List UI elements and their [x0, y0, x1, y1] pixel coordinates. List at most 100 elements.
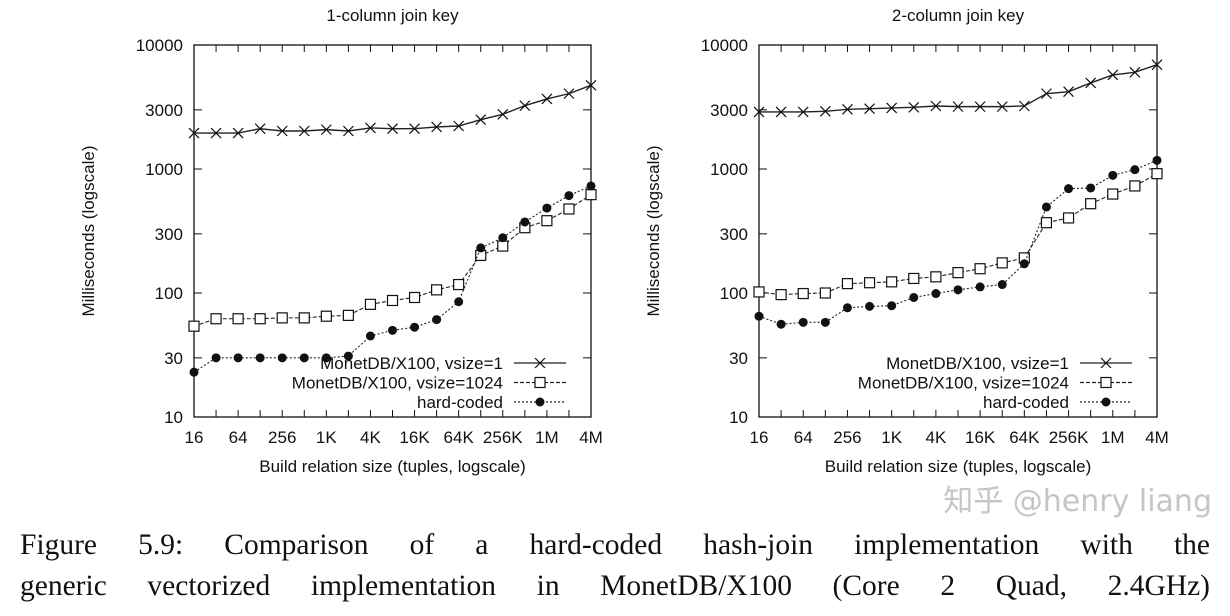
series-open-square	[753, 168, 1163, 301]
x-tick-label: 64	[229, 428, 248, 447]
data-point-circle	[410, 322, 420, 332]
x-tick-label: 16K	[965, 428, 996, 447]
data-point-circle	[476, 243, 486, 253]
data-point-square	[930, 271, 942, 283]
data-point-cross	[775, 106, 787, 118]
data-point-square	[886, 276, 898, 288]
y-tick-label: 30	[164, 349, 183, 368]
data-point-cross	[453, 120, 465, 132]
data-point-cross	[232, 127, 244, 139]
data-point-circle	[1130, 165, 1140, 175]
figure-caption: Figure 5.9: Comparison of a hard-coded h…	[20, 525, 1210, 607]
data-point-cross	[276, 125, 288, 137]
data-point-cross	[1151, 59, 1163, 71]
data-point-square	[1107, 188, 1119, 200]
data-point-cross	[585, 79, 597, 91]
data-point-circle	[776, 319, 786, 329]
y-tick-label: 1000	[145, 160, 183, 179]
data-point-circle	[520, 217, 530, 227]
data-point-cross	[797, 106, 809, 118]
data-point-cross	[497, 108, 509, 120]
data-point-square	[863, 277, 876, 289]
data-point-cross	[519, 100, 531, 112]
data-point-square	[996, 257, 1008, 269]
data-point-cross	[431, 121, 443, 133]
data-point-circle	[975, 282, 985, 292]
data-point-square	[775, 289, 787, 301]
data-point-cross	[298, 125, 310, 137]
x-tick-label: 1M	[535, 428, 559, 447]
data-point-cross	[1063, 86, 1074, 98]
data-point-square	[320, 310, 332, 322]
data-point-circle	[454, 297, 464, 307]
legend-label: MonetDB/X100, vsize=1024	[858, 374, 1069, 393]
x-tick-label: 1K	[881, 428, 902, 447]
data-point-circle	[1064, 184, 1074, 194]
x-tick-label: 1M	[1101, 428, 1125, 447]
data-point-circle	[820, 317, 830, 327]
data-point-square	[974, 263, 986, 275]
data-point-cross	[1041, 88, 1052, 100]
x-tick-label: 64K	[1009, 428, 1040, 447]
x-tick-label: 64K	[444, 428, 475, 447]
data-point-square	[541, 215, 553, 227]
data-point-cross	[996, 101, 1008, 113]
x-tick-label: 4M	[1145, 428, 1169, 447]
data-point-cross	[1129, 66, 1141, 78]
y-tick-label: 300	[155, 225, 183, 244]
data-point-circle	[255, 353, 265, 363]
data-point-square	[210, 313, 222, 325]
y-tick-label: 10	[164, 408, 183, 427]
series-line	[193, 194, 592, 327]
data-point-circle	[299, 353, 309, 363]
data-point-cross	[320, 124, 332, 136]
data-point-square	[1151, 168, 1163, 180]
data-point-square	[497, 240, 509, 252]
chart-1: 1-column join key 10 30 100 300 1000 3000 10000…	[79, 6, 603, 476]
data-point-cross	[541, 93, 553, 105]
data-point-cross	[864, 103, 875, 115]
data-point-square	[188, 320, 200, 332]
data-point-square	[797, 287, 809, 300]
x-tick-label: 16K	[399, 428, 430, 447]
y-tick-label: 3000	[710, 101, 748, 120]
data-point-square	[298, 312, 310, 324]
data-point-cross	[409, 123, 420, 135]
data-point-circle	[953, 285, 963, 295]
data-point-square	[1085, 198, 1097, 210]
data-point-circle	[586, 181, 596, 191]
data-point-circle	[798, 317, 808, 327]
data-point-circle	[277, 353, 287, 363]
data-point-circle	[189, 367, 199, 377]
data-point-square	[254, 313, 266, 325]
data-point-square	[534, 376, 546, 389]
data-point-circle	[754, 311, 764, 321]
series-filled-circle	[754, 155, 1162, 329]
data-point-circle	[343, 351, 353, 361]
data-point-cross	[475, 114, 487, 126]
data-point-square	[753, 286, 765, 298]
data-point-circle	[1101, 397, 1111, 407]
data-point-square	[276, 312, 288, 324]
data-point-circle	[887, 301, 897, 311]
series-open-square	[188, 189, 597, 332]
data-point-square	[342, 309, 354, 321]
data-point-cross	[974, 101, 986, 113]
figure-charts: 1-column join key 10 30 100 300 1000 3000 10000…	[79, 6, 1169, 476]
data-point-circle	[233, 353, 243, 363]
x-tick-label: 256K	[1049, 428, 1089, 447]
data-point-cross	[842, 103, 853, 115]
caption-line-2: generic vectorized implementation in Mon…	[20, 570, 1210, 602]
data-point-square	[408, 291, 421, 304]
data-point-square	[908, 272, 920, 285]
legend-label: hard-coded	[417, 393, 503, 412]
data-point-circle	[211, 353, 221, 363]
series-line	[194, 84, 592, 134]
data-point-cross	[563, 88, 575, 100]
legend-label: MonetDB/X100, vsize=1	[886, 354, 1069, 373]
data-point-cross	[886, 102, 898, 114]
x-tick-label: 4K	[360, 428, 381, 447]
data-point-circle	[1019, 259, 1029, 269]
chart-2: 2-column join key 10 30 100 300 1000 3000 10000…	[644, 6, 1169, 476]
x-tick-label: 256	[268, 428, 296, 447]
